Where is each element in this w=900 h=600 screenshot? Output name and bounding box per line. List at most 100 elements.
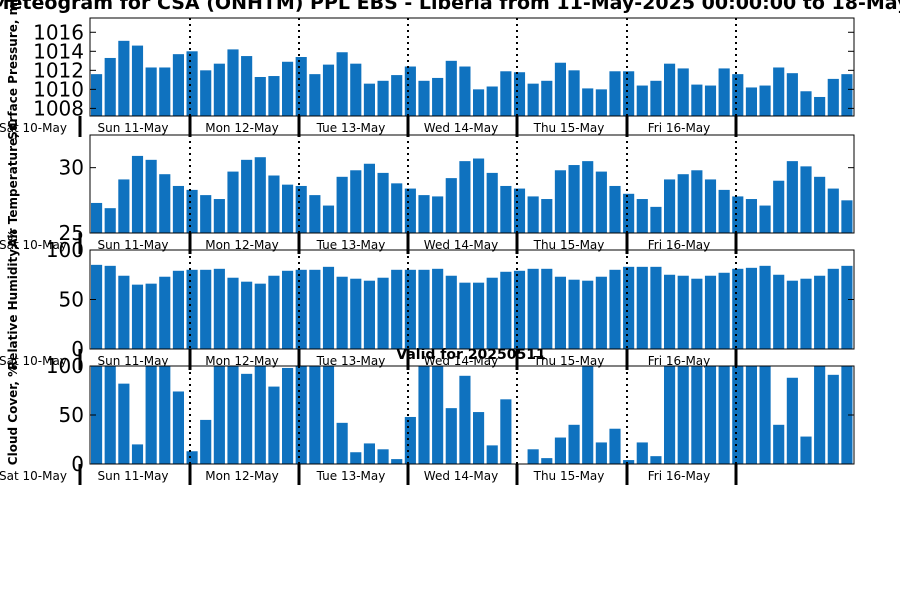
bar <box>623 193 635 233</box>
bar <box>227 277 239 349</box>
bar <box>664 179 676 233</box>
bar <box>418 195 430 233</box>
bar <box>704 179 717 233</box>
bar <box>554 62 566 116</box>
bar <box>172 270 184 349</box>
bar <box>363 280 375 349</box>
bar <box>104 208 116 233</box>
bar <box>473 89 485 116</box>
bar <box>309 74 321 116</box>
bar <box>500 185 512 233</box>
bar <box>118 179 130 233</box>
y-axis-label: Surface Pressure, mb <box>6 0 20 140</box>
bar <box>309 269 321 349</box>
bar <box>636 85 648 116</box>
x-tick-label: Wed 14-May <box>424 121 498 135</box>
bar <box>745 267 757 349</box>
bar <box>282 367 294 464</box>
bar <box>582 280 594 349</box>
bar <box>704 85 717 116</box>
bar <box>432 77 444 116</box>
bar <box>200 70 212 116</box>
bar <box>363 163 375 233</box>
bar <box>282 270 294 349</box>
bar <box>527 83 539 116</box>
bar <box>582 161 594 233</box>
bar <box>377 172 389 233</box>
bar <box>172 391 184 464</box>
x-tick-label: Fri 16-May <box>648 354 711 368</box>
bar <box>527 196 539 233</box>
bar <box>295 57 307 116</box>
bar <box>554 437 566 464</box>
bar <box>268 175 280 233</box>
bar <box>131 45 144 117</box>
x-tick-label: Mon 12-May <box>205 238 279 252</box>
bar <box>213 268 225 349</box>
x-tick-label: Wed 14-May <box>424 469 498 483</box>
bar <box>445 275 457 349</box>
bar <box>800 91 812 116</box>
bar <box>322 366 335 464</box>
x-tick-label: Tue 13-May <box>316 469 386 483</box>
bar <box>636 442 648 464</box>
bar <box>159 67 171 116</box>
y-tick-label: 1016 <box>33 20 84 44</box>
bar <box>186 189 198 233</box>
bar <box>759 85 771 116</box>
bar <box>445 60 457 116</box>
bar <box>814 275 826 349</box>
bar <box>486 172 498 233</box>
x-tick-label: Fri 16-May <box>648 121 711 135</box>
bar <box>486 86 498 116</box>
bar <box>568 70 580 116</box>
bar <box>241 159 253 233</box>
y-tick-label: 50 <box>59 403 84 427</box>
bar <box>459 161 471 233</box>
bar <box>418 269 430 349</box>
bar <box>568 424 580 464</box>
bar <box>718 68 730 116</box>
bar <box>459 282 471 349</box>
x-tick-label: Tue 13-May <box>316 354 386 368</box>
bar <box>677 174 689 233</box>
x-tick-label: Fri 16-May <box>648 469 711 483</box>
bar <box>541 199 553 233</box>
bar <box>500 399 512 464</box>
bar <box>241 373 253 464</box>
bar <box>691 84 703 116</box>
bar <box>486 445 498 464</box>
y-tick-label: 0 <box>71 452 84 476</box>
bar <box>595 171 607 233</box>
bar <box>732 196 744 233</box>
bar <box>841 265 853 349</box>
bar <box>200 419 212 464</box>
x-tick-label: Sun 11-May <box>97 121 168 135</box>
y-tick-label: 1012 <box>33 58 84 82</box>
bar <box>118 383 130 464</box>
bar <box>568 279 580 349</box>
bar <box>254 157 266 233</box>
bar <box>309 195 321 233</box>
bar <box>131 444 144 464</box>
bar <box>295 185 307 233</box>
bar <box>241 281 253 349</box>
x-tick-label: Wed 14-May <box>424 354 498 368</box>
x-tick-label: Sat 10-May <box>0 469 67 483</box>
x-tick-label: Fri 16-May <box>648 238 711 252</box>
bar <box>350 452 362 464</box>
bar <box>527 449 539 464</box>
y-tick-label: 100 <box>46 238 84 262</box>
bar <box>732 268 744 349</box>
y-tick-label: 1014 <box>33 39 84 63</box>
bar <box>227 171 239 233</box>
bar <box>718 189 730 233</box>
x-tick-label: Thu 15-May <box>533 238 605 252</box>
bar <box>322 266 335 349</box>
bar <box>350 170 362 233</box>
bar <box>650 456 662 464</box>
bar <box>786 161 798 233</box>
bar <box>268 386 280 464</box>
bar <box>541 458 553 464</box>
